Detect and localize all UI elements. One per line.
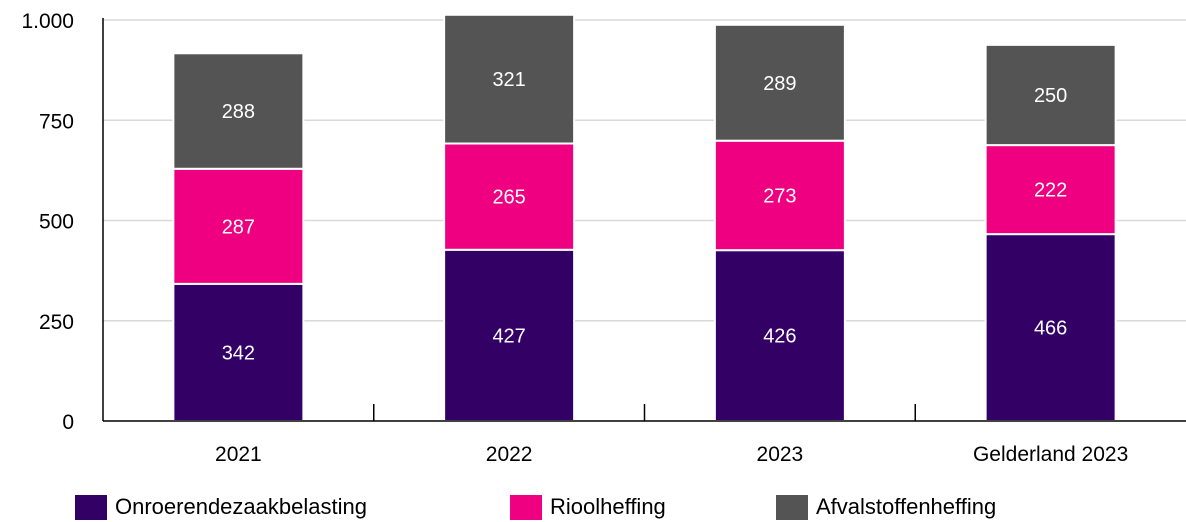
x-tick-label: Gelderland 2023 (973, 443, 1128, 466)
legend-item: Rioolheffing (510, 494, 666, 520)
data-label: 466 (1034, 318, 1067, 340)
bar-segment (443, 142, 576, 251)
legend: Onroerendezaakbelasting Rioolheffing Afval… (0, 494, 1186, 522)
data-label: 426 (763, 326, 796, 348)
y-tick-label: 0 (62, 411, 74, 434)
stacked-bar-chart: 0 250 500 750 1.000 2021 2022 2023 Gelderland 2… (21, 10, 1186, 466)
legend-label: Afvalstoffenheffing (816, 494, 997, 519)
axes (102, 18, 1186, 422)
legend-label: Onroerendezaakbelasting (115, 494, 367, 519)
bar-segment (172, 282, 305, 422)
data-label: 288 (222, 101, 255, 123)
x-tick-label: 2021 (215, 443, 262, 466)
bar-segment (172, 167, 305, 285)
y-tick-label: 500 (39, 211, 74, 234)
bar-segment (984, 144, 1117, 236)
data-label: 273 (763, 185, 796, 207)
y-tick-label: 1.000 (21, 10, 74, 33)
data-label: 342 (222, 342, 255, 364)
data-label: 287 (222, 216, 255, 238)
bar-segment (713, 249, 846, 422)
x-tick-label: 2022 (486, 443, 533, 466)
bar-segment (713, 139, 846, 252)
data-label: 321 (492, 69, 525, 91)
bar-segment (172, 52, 305, 170)
legend-item: Afvalstoffenheffing (776, 494, 996, 520)
data-label: 250 (1034, 85, 1067, 107)
data-labels: 342 287 288 427 265 321 426 273 289 466 222 250 (222, 69, 1068, 364)
legend-label: Rioolheffing (550, 494, 666, 519)
legend-swatch (776, 494, 808, 520)
bar-segment (443, 13, 576, 145)
y-tick-label: 750 (39, 110, 74, 133)
bars (172, 13, 1117, 422)
x-tick-label: 2023 (757, 443, 804, 466)
legend-item: Onroerendezaakbelasting (75, 494, 367, 520)
data-label: 289 (763, 73, 796, 95)
legend-swatch (75, 494, 107, 520)
bar-segment (713, 23, 846, 142)
legend-swatch (510, 494, 542, 520)
data-label: 265 (492, 187, 525, 209)
data-label: 427 (492, 325, 525, 347)
x-axis-ticks: 2021 2022 2023 Gelderland 2023 (215, 443, 1128, 466)
y-tick-label: 250 (39, 311, 74, 334)
bar-segment (984, 43, 1117, 147)
bar-segment (443, 248, 576, 422)
data-label: 222 (1034, 180, 1067, 202)
y-axis-ticks: 0 250 500 750 1.000 (21, 10, 74, 434)
